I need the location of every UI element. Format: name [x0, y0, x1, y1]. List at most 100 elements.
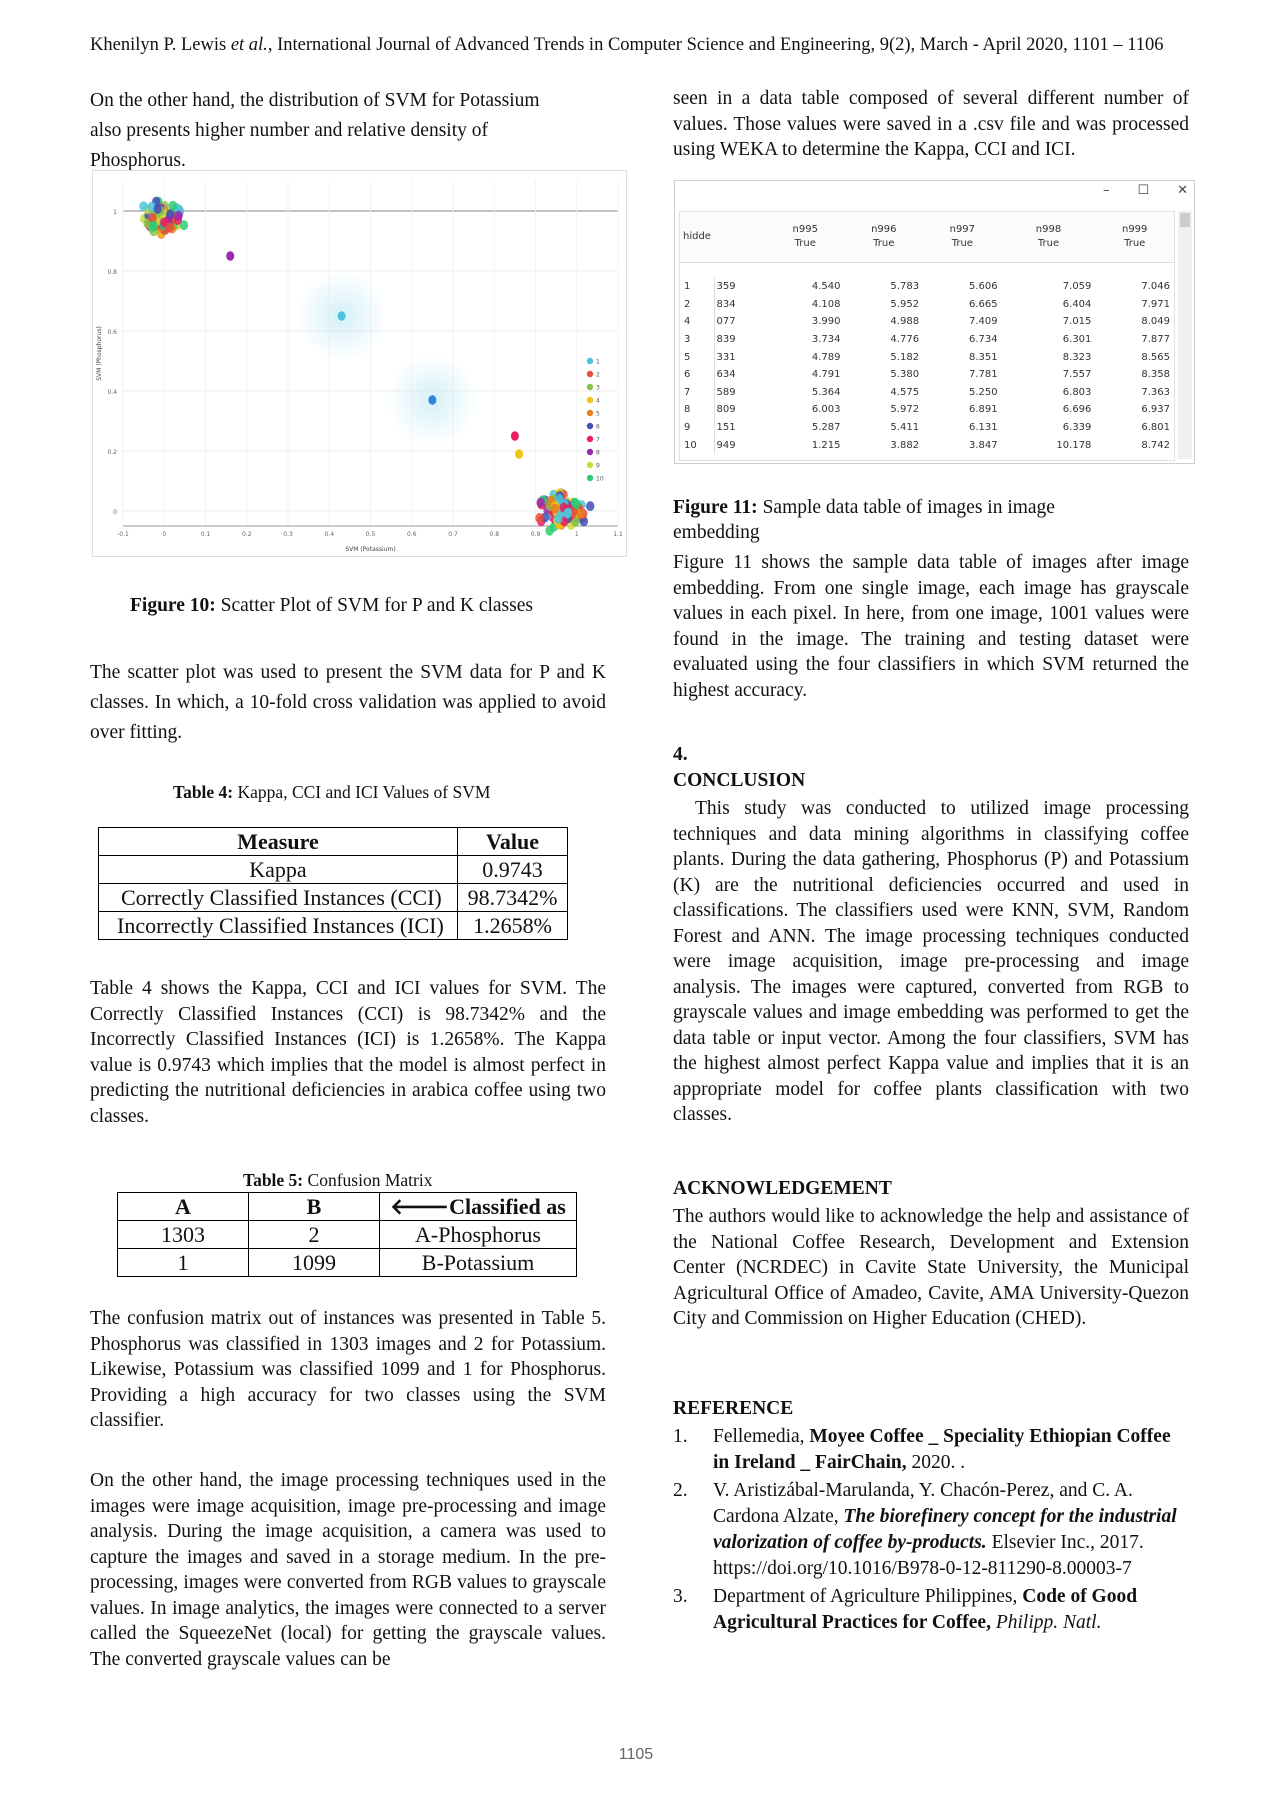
table-row: 1 1099 B-Potassium [117, 1248, 577, 1277]
table-cell: 6 [684, 369, 691, 381]
legend-marker [586, 409, 594, 417]
processing-paragraph: On the other hand, the image processing … [90, 1470, 606, 1670]
data-point [579, 516, 589, 527]
reference-list: 1. Fellemedia, Moyee Coffee _ Speciality… [673, 1424, 1189, 1636]
column-header[interactable]: n997 True [949, 223, 976, 249]
table-cell: 4 [684, 316, 691, 328]
x-tick-label: 1 [575, 531, 579, 538]
column-header[interactable]: n999 True [1121, 223, 1148, 249]
data-point [586, 501, 595, 512]
table-cell: 6.339 [1062, 422, 1092, 434]
table-cell: 3.882 [890, 439, 920, 451]
legend-label: 8 [596, 450, 600, 457]
vertical-scrollbar[interactable] [1178, 211, 1192, 459]
confusion-paragraph: The confusion matrix out of instances wa… [90, 1308, 606, 1431]
legend-label: 5 [596, 411, 600, 418]
y-tick-label: 0.4 [107, 389, 117, 396]
table-cell: 8.351 [968, 351, 998, 363]
maximize-icon[interactable]: ☐ [1137, 183, 1150, 198]
table-row[interactable]: 2 834 4.108 5.952 6.665 6.404 7.971 [680, 295, 1174, 314]
table-5: A B 🡐Classified as 1303 2 A-Phosphorus 1… [117, 1192, 577, 1277]
y-tick-label: 0.8 [107, 269, 117, 276]
table-cell: 6.131 [968, 422, 998, 434]
table-cell: 7.877 [1141, 334, 1170, 346]
table-row[interactable]: 10 949 1.215 3.882 3.847 10.178 8.742 [680, 436, 1174, 454]
table-cell: 834 [713, 295, 766, 314]
legend-label: 3 [596, 385, 600, 392]
data-point [428, 395, 437, 405]
scroll-up-icon[interactable] [1180, 213, 1190, 227]
list-item: 2. V. Aristizábal-Marulanda, Y. Chacón-P… [673, 1480, 1177, 1579]
data-point [174, 210, 183, 221]
table-cell: 7.409 [968, 316, 998, 328]
data-point [148, 213, 157, 224]
legend-label: 4 [596, 398, 600, 405]
legend-marker [586, 474, 594, 482]
x-tick-label: 0.9 [531, 531, 541, 538]
x-tick-label: 0.2 [242, 531, 252, 538]
table-row[interactable]: 7 589 5.364 4.575 5.250 6.803 7.363 [680, 383, 1174, 402]
table-row[interactable]: 3 839 3.734 4.776 6.734 6.301 7.877 [680, 330, 1174, 349]
table-row[interactable]: 8 809 6.003 5.972 6.891 6.696 6.937 [680, 401, 1174, 419]
table-row: 1303 2 A-Phosphorus [117, 1220, 577, 1249]
scatter-plot-figure: 0 0.2 0.4 0.6 0.8 1 -0.1 0 0.1 0.2 0.3 0.4 0.5 0.6 0.7… [92, 170, 627, 557]
weka-paragraph: seen in a data table composed of several… [673, 88, 1189, 160]
intro-paragraph: On the other hand, the distribution of S… [90, 90, 540, 171]
y-tick-label: 0 [113, 509, 117, 516]
table-row[interactable]: 9 151 5.287 5.411 6.131 6.339 6.801 [680, 418, 1174, 437]
data-point [139, 201, 148, 212]
figure-11-caption: Figure 11: Sample data table of images i… [673, 497, 1055, 543]
table-cell: 839 [713, 330, 766, 349]
table-cell: 7.015 [1062, 316, 1092, 328]
table-cell: 5.182 [890, 351, 920, 363]
table-cell: 5.952 [890, 298, 920, 310]
table-cell: 6.937 [1141, 404, 1170, 416]
weka-data-window: – ☐ ✕ hidde n995 True n996 True n997 True n99… [674, 180, 1195, 464]
table-cell: 331 [713, 348, 766, 366]
table-cell: 6.665 [968, 298, 998, 310]
data-point [572, 499, 581, 510]
table-cell: 6.003 [811, 404, 841, 416]
column-header[interactable]: n995 True [792, 223, 818, 249]
table-cell: 6.891 [968, 404, 998, 416]
table-cell: 5.250 [968, 386, 998, 398]
legend-marker [586, 357, 594, 365]
x-tick-label: -0.1 [117, 531, 129, 538]
data-point [576, 508, 586, 519]
table-4-paragraph: Table 4 shows the Kappa, CCI and ICI val… [90, 978, 606, 1127]
table-4-caption: Table 4: Kappa, CCI and ICI Values of SV… [173, 782, 491, 802]
table-row[interactable]: 6 634 4.791 5.380 7.781 7.557 8.358 [680, 365, 1174, 384]
data-point [153, 203, 162, 214]
table-cell: 8.565 [1141, 351, 1170, 363]
minimize-icon[interactable]: – [1102, 183, 1110, 198]
table-cell: 2 [684, 298, 691, 310]
table-cell: 3.734 [811, 334, 841, 346]
close-icon[interactable]: ✕ [1177, 183, 1188, 198]
page-number: 1105 [618, 1746, 654, 1763]
figure-10-caption: Figure 10: Scatter Plot of SVM for P and… [130, 595, 533, 616]
table-row[interactable]: 4 077 3.990 4.988 7.409 7.015 8.049 [680, 313, 1174, 331]
table-cell: 6.301 [1062, 334, 1092, 346]
table-cell: 5.972 [890, 404, 920, 416]
table-cell: 6.801 [1141, 422, 1170, 434]
x-tick-label: 0.7 [448, 531, 458, 538]
data-point [535, 513, 544, 524]
reference-heading: REFERENCE [673, 1398, 794, 1419]
x-tick-label: 0.5 [366, 531, 376, 538]
corner-header: hidde [683, 231, 711, 243]
running-header: Khenilyn P. Lewis et al., International … [90, 35, 1164, 55]
x-tick-label: 0.3 [283, 531, 293, 538]
table-cell: 5.606 [968, 281, 998, 293]
x-tick-label: 1.1 [613, 531, 623, 538]
table-cell: 5.380 [890, 369, 920, 381]
legend-marker [586, 422, 594, 430]
column-header[interactable]: n996 True [871, 223, 897, 249]
table-row[interactable]: 5 331 4.789 5.182 8.351 8.323 8.565 [680, 348, 1174, 366]
table-cell: 4.540 [811, 281, 841, 293]
data-table-viewport: hidde n995 True n996 True n997 True n998 Tru… [679, 211, 1175, 461]
data-table: hidde n995 True n996 True n997 True n998 Tru… [680, 212, 1174, 454]
table-row[interactable]: 1 359 4.540 5.783 5.606 7.059 7.046 [680, 278, 1174, 296]
data-point [337, 311, 346, 321]
column-header[interactable]: n998 True [1035, 223, 1062, 249]
legend-marker [586, 396, 594, 404]
